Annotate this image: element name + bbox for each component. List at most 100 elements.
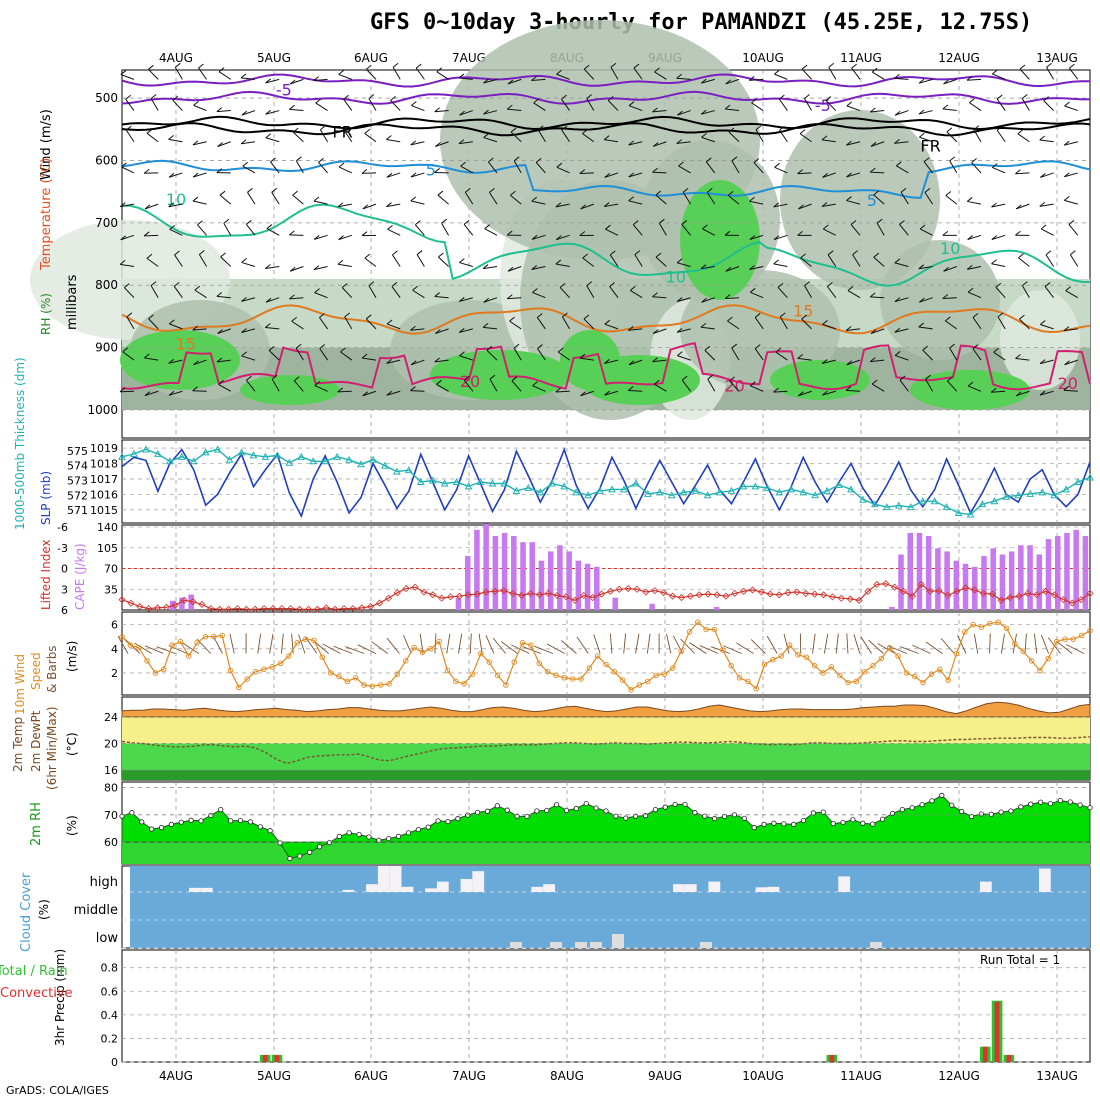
wind10-point <box>135 644 142 651</box>
wind-barb-flag <box>1018 253 1024 259</box>
wind-barb-flag <box>945 191 952 196</box>
wind-barb-flag <box>991 202 997 208</box>
wind-barb-flag <box>654 67 660 73</box>
wind-barb-flag <box>827 282 833 287</box>
thickness-point <box>763 483 772 491</box>
wind10-barb <box>501 641 518 654</box>
cloud-low-bar <box>510 942 522 948</box>
cape-tick-105: 105 <box>97 542 118 555</box>
wind-barb <box>634 254 643 267</box>
rh-tick-60: 60 <box>104 836 118 849</box>
wind10-barb <box>322 643 341 654</box>
wind-barb <box>655 256 667 267</box>
wind-barb <box>628 141 643 146</box>
thickness-point <box>966 510 975 518</box>
wind-barb-flag <box>607 96 614 101</box>
wind-barb <box>265 297 280 303</box>
wind-barb <box>972 348 982 361</box>
date-top-12AUG: 12AUG <box>938 51 980 65</box>
wind10-barb <box>522 646 542 654</box>
wind-barb-flag <box>825 96 832 101</box>
wind10-point <box>695 619 701 625</box>
wind-barb-flag <box>434 168 440 173</box>
wind-barb <box>218 71 232 80</box>
wind-barb <box>125 98 135 111</box>
thickness-point <box>201 448 210 456</box>
cloud-high-bar <box>342 889 355 892</box>
wind-barb-flag <box>655 190 662 196</box>
thickness-point <box>237 448 246 456</box>
wind-barb-flag <box>704 345 711 351</box>
wind10-barb <box>357 644 377 654</box>
wind-barb <box>580 203 594 210</box>
wind-barb-flag <box>777 282 784 288</box>
wind10-point <box>1053 638 1060 645</box>
wind-barb <box>847 290 861 299</box>
wind-barb <box>313 78 328 82</box>
wind-barb-flag <box>969 98 975 104</box>
wind10-point <box>828 664 835 670</box>
wind-barb <box>531 234 546 240</box>
lifted-point <box>304 605 313 613</box>
wind-barb <box>753 162 764 174</box>
wind10-point <box>619 677 626 683</box>
slp-line <box>121 447 1091 519</box>
wind-barb <box>949 347 958 361</box>
rh-point <box>228 818 234 824</box>
thickness-tick-575: 575 <box>67 445 88 458</box>
temp-unit: (°C) <box>65 732 79 756</box>
wind-barb-flag <box>411 101 417 106</box>
rh-point <box>247 819 254 825</box>
wind-barb <box>707 378 716 392</box>
thickness-point <box>823 486 831 494</box>
wind-barb-flag <box>386 390 393 396</box>
wind10-point <box>995 619 1001 625</box>
wind-barb <box>265 110 280 115</box>
wind-barb <box>946 131 958 143</box>
rh-point <box>435 818 441 824</box>
lifted-point <box>526 589 535 597</box>
wind-barbs-upper <box>119 62 1079 397</box>
cape-bar <box>925 536 932 610</box>
wind-barb <box>337 263 352 268</box>
lifted-point <box>269 605 277 613</box>
wind-barb-flag <box>919 132 925 138</box>
rh-point <box>919 802 925 808</box>
wind-barb <box>628 105 643 112</box>
wind-barb-flag <box>365 314 372 320</box>
cloud-high-bar <box>767 886 780 892</box>
wind-barb <box>731 160 740 174</box>
lifted-point <box>962 584 970 592</box>
wind10-point <box>945 677 951 683</box>
wind-barb-flag <box>531 235 538 240</box>
wind-barb <box>846 359 861 366</box>
thickness-point <box>787 485 796 493</box>
wind-barb <box>919 228 933 236</box>
wind-barb <box>507 297 522 300</box>
wind-barb-flag <box>676 139 683 144</box>
wind-barb-flag <box>119 202 126 208</box>
wind-barb-flag <box>459 110 465 116</box>
wind10-point <box>653 672 659 679</box>
wind-barb <box>169 323 183 330</box>
thickness-point <box>333 452 341 460</box>
wind-barb <box>507 78 522 85</box>
wind-barb <box>513 160 522 174</box>
wind-barb-flag <box>364 253 371 259</box>
lifted-point <box>180 596 188 604</box>
lifted-point <box>899 587 908 595</box>
wind-barb-flag <box>241 258 247 263</box>
wind-barb <box>314 385 328 392</box>
wind-barb <box>1063 389 1078 392</box>
rh-point <box>445 819 451 825</box>
lifted-point <box>820 591 828 599</box>
wind10-point <box>878 655 885 662</box>
wind10-unit: (m/s) <box>65 641 79 672</box>
wind-barb-flag <box>700 78 707 84</box>
wind-barb-flag <box>364 129 371 134</box>
lifted-point <box>944 591 952 600</box>
wind10-point <box>1062 636 1068 642</box>
wind-barb-flag <box>1039 135 1046 141</box>
wind-barb <box>922 349 933 361</box>
wind-barb <box>556 166 570 174</box>
